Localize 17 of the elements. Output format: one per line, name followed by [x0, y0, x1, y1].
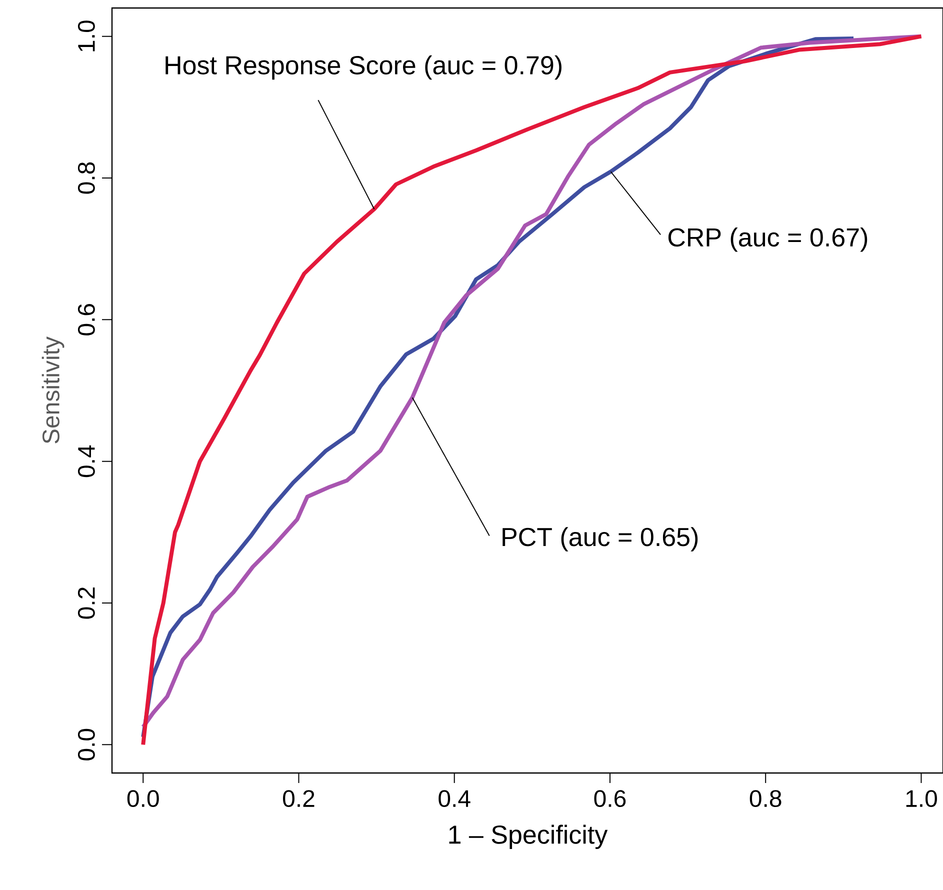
- x-tick-label: 0.0: [127, 790, 159, 808]
- y-tick-label: 1.0: [78, 20, 95, 52]
- x-tick-label: 0.4: [438, 790, 470, 808]
- x-tick-label: 0.8: [750, 790, 782, 808]
- x-axis-title: 1 – Specificity: [449, 824, 608, 850]
- y-axis-title: Sensitivity: [42, 336, 64, 444]
- annotation: CRP (auc = 0.67): [668, 228, 868, 252]
- annotation: PCT (auc = 0.65): [502, 527, 698, 552]
- y-tick-label: 0.0: [78, 728, 95, 760]
- x-tick-label: 1.0: [906, 790, 937, 808]
- y-tick-label: 0.6: [78, 304, 95, 336]
- y-tick-label: 0.2: [78, 588, 95, 619]
- x-tick-label: 0.2: [283, 790, 314, 808]
- y-tick-label: 0.8: [78, 162, 95, 194]
- x-tick-label: 0.6: [594, 790, 626, 808]
- y-tick-label: 0.4: [78, 445, 95, 478]
- annotation: Host Response Score (auc = 0.79): [166, 55, 562, 80]
